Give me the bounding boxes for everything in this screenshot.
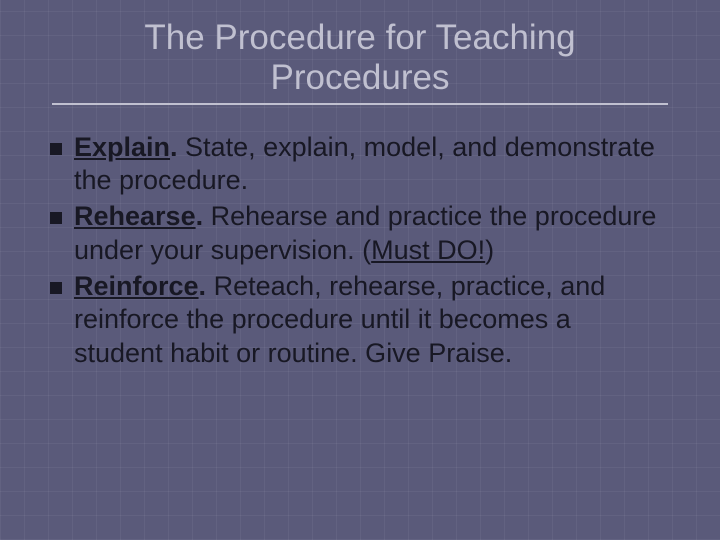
title-underline xyxy=(52,103,668,105)
bullet-text: Explain. State, explain, model, and demo… xyxy=(74,131,660,199)
bullet-text: Rehearse. Rehearse and practice the proc… xyxy=(74,200,660,268)
slide-title: The Procedure for Teaching Procedures xyxy=(40,18,680,99)
list-item: Rehearse. Rehearse and practice the proc… xyxy=(50,200,660,268)
bullet-lead: Rehearse xyxy=(74,201,196,231)
bullet-icon xyxy=(50,143,62,155)
bullet-text: Reinforce. Reteach, rehearse, practice, … xyxy=(74,270,660,371)
bullet-emph: Must DO! xyxy=(371,235,485,265)
bullet-lead-period: . xyxy=(199,271,207,301)
list-item: Reinforce. Reteach, rehearse, practice, … xyxy=(50,270,660,371)
bullet-icon xyxy=(50,212,62,224)
slide: The Procedure for Teaching Procedures Ex… xyxy=(0,0,720,540)
bullet-lead: Explain xyxy=(74,132,170,162)
list-item: Explain. State, explain, model, and demo… xyxy=(50,131,660,199)
bullet-icon xyxy=(50,282,62,294)
bullet-lead: Reinforce xyxy=(74,271,199,301)
slide-content: Explain. State, explain, model, and demo… xyxy=(40,131,680,371)
bullet-lead-period: . xyxy=(196,201,204,231)
bullet-body-after: ) xyxy=(485,235,494,265)
bullet-lead-period: . xyxy=(170,132,178,162)
